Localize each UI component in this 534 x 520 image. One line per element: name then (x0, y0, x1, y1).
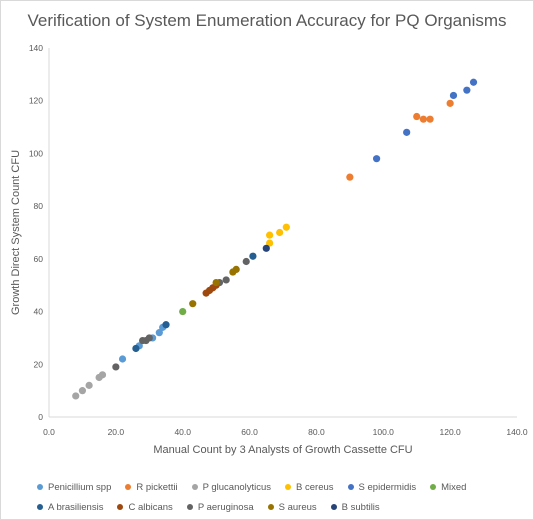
x-tick-label: 40.0 (174, 427, 191, 437)
legend-swatch (186, 504, 193, 510)
data-point (266, 239, 274, 247)
legend-item: A brasiliensis (37, 502, 103, 513)
data-point (419, 115, 427, 123)
legend-item: Penicillium spp (37, 482, 111, 493)
legend-swatch (191, 484, 198, 490)
data-point (413, 112, 421, 121)
data-point (179, 307, 187, 316)
legend-item: B subtilis (330, 501, 380, 513)
y-tick-label: 20 (34, 359, 44, 369)
legend-label: S aureus (278, 501, 317, 513)
data-point (112, 363, 120, 371)
data-point (212, 278, 220, 287)
data-point (162, 321, 170, 329)
legend-item: Mixed (430, 482, 466, 493)
legend-label: B cereus (296, 481, 334, 493)
chart-title: Verification of System Enumeration Accur… (27, 11, 507, 30)
data-point (78, 387, 87, 395)
legend-item: B cereus (285, 482, 334, 493)
data-point (222, 276, 230, 284)
data-points (72, 78, 478, 400)
y-tick-label: 80 (34, 201, 44, 211)
legend: Penicillium spp R pickettii P glucanolytic… (37, 477, 507, 517)
data-point (85, 381, 93, 389)
data-point (189, 300, 197, 308)
y-tick-label: 60 (34, 254, 44, 264)
legend-swatch (285, 484, 292, 490)
data-point (118, 355, 127, 363)
legend-label: B subtilis (341, 501, 380, 513)
y-tick-label: 140 (29, 43, 43, 53)
legend-label: Mixed (441, 481, 467, 493)
data-point (232, 265, 240, 273)
data-point (469, 78, 478, 86)
data-point (282, 223, 290, 231)
data-point (276, 228, 284, 237)
legend-item: C albicans (117, 501, 173, 513)
legend-label: A brasiliensis (48, 501, 104, 513)
y-tick-label: 0 (38, 412, 43, 422)
legend-label: R pickettii (136, 481, 178, 493)
legend-swatch (267, 504, 274, 510)
data-point (346, 173, 354, 181)
y-tick-label: 120 (29, 96, 43, 106)
legend-swatch (430, 484, 437, 490)
scatter-plot: 0.0 20.0 40.0 60.0 80.0 100.0 120.0 140.0 0 20 40… (10, 43, 528, 456)
data-point (403, 128, 411, 136)
data-point (72, 392, 80, 400)
x-tick-label: 60.0 (241, 427, 258, 437)
y-axis-title: Growth Direct System Count CFU (10, 150, 22, 315)
legend-swatch (117, 504, 124, 510)
legend-swatch (125, 484, 132, 490)
x-tick-label: 100.0 (373, 427, 395, 437)
y-tick-label: 40 (34, 307, 44, 317)
legend-item: P aeruginosa (186, 501, 254, 513)
legend-row: Penicillium spp R pickettii P glucanolytic… (37, 477, 507, 497)
legend-label: P glucanolyticus (202, 481, 272, 493)
data-point (449, 91, 458, 100)
data-point (446, 99, 454, 107)
data-point (262, 244, 270, 252)
x-tick-label: 140.0 (506, 427, 528, 437)
data-point (155, 329, 163, 337)
data-point (132, 344, 140, 353)
legend-item: S aureus (267, 501, 317, 513)
legend-swatch (37, 484, 43, 490)
legend-label: P aeruginosa (197, 501, 254, 513)
x-tick-labels: 0.0 20.0 40.0 60.0 80.0 100.0 120.0 140.0 (43, 427, 528, 437)
x-tick-label: 20.0 (108, 427, 125, 437)
data-point (98, 371, 107, 379)
x-tick-label: 80.0 (308, 427, 325, 437)
y-tick-labels: 0 20 40 60 80 100 120 140 (29, 43, 43, 422)
y-tick-label: 100 (29, 148, 43, 158)
data-point (266, 231, 274, 239)
legend-swatch (347, 484, 354, 490)
data-point (249, 252, 257, 260)
data-point (463, 86, 471, 94)
legend-swatch (37, 504, 43, 510)
data-point (373, 155, 381, 163)
legend-label: C albicans (128, 501, 173, 513)
x-tick-label: 120.0 (440, 427, 462, 437)
data-point (242, 257, 250, 266)
legend-row: A brasiliensis C albicans P aeruginosa S au… (37, 497, 507, 517)
legend-item: R pickettii (125, 481, 178, 493)
data-point (145, 334, 153, 342)
legend-label: Penicillium spp (48, 481, 112, 493)
legend-swatch (330, 504, 337, 510)
x-axis-title: Manual Count by 3 Analysts of Growth Cas… (153, 444, 412, 456)
legend-item: P glucanolyticus (191, 481, 272, 493)
legend-label: S epidermidis (358, 481, 417, 493)
legend-item: S epidermidis (347, 481, 417, 493)
x-tick-label: 0.0 (43, 427, 55, 437)
data-point (426, 115, 434, 123)
